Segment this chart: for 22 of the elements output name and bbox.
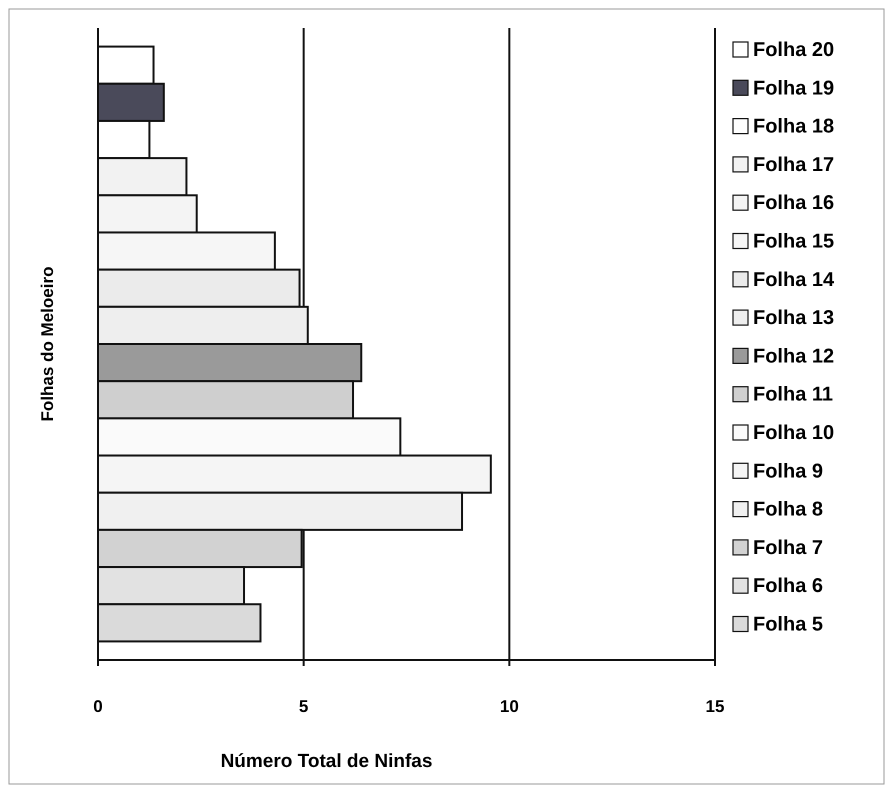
legend-label: Folha 16 [753, 192, 834, 214]
legend-label: Folha 11 [753, 384, 834, 406]
legend-label: Folha 8 [753, 498, 824, 521]
x-tick-label: 5 [298, 697, 308, 716]
legend-label: Folha 15 [753, 230, 834, 252]
legend-label: Folha 19 [753, 77, 834, 100]
legend-label: Folha 18 [753, 116, 834, 138]
x-tick-label: 15 [706, 697, 724, 716]
legend-label: Folha 17 [753, 154, 834, 176]
legend-label: Folha 14 [753, 268, 836, 291]
legend-label: Folha 6 [753, 575, 824, 598]
legend-label: Folha 10 [753, 422, 834, 444]
y-axis-title: Folhas do Meloeiro [38, 266, 57, 422]
legend-label: Folha 9 [753, 460, 824, 482]
legend-label: Folha 7 [753, 536, 824, 559]
legend-label: Folha 5 [753, 614, 824, 636]
legend-label: Folha 12 [753, 345, 834, 368]
legend-label: Folha 20 [753, 39, 834, 61]
x-tick-label: 10 [500, 697, 519, 716]
x-tick-label: 0 [93, 697, 103, 716]
x-axis-title: Número Total de Ninfas [220, 751, 432, 772]
legend-label: Folha 13 [753, 307, 834, 330]
